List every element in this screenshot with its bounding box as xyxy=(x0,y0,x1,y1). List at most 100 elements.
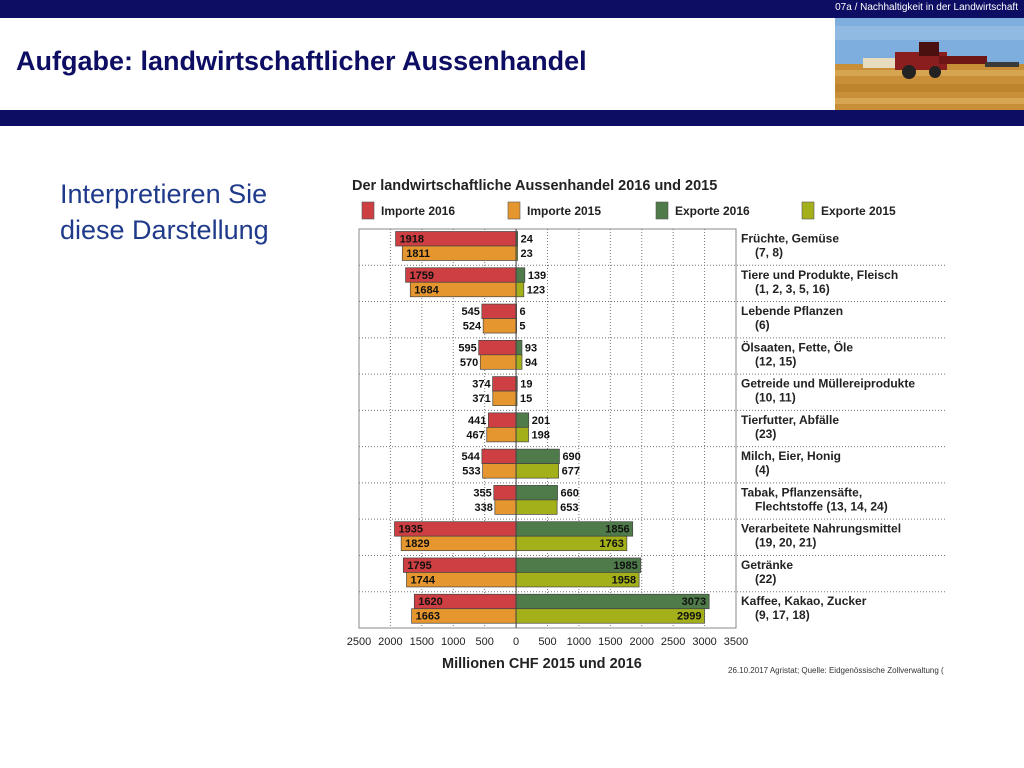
export-value-label: 660 xyxy=(561,487,579,499)
x-tick-label: 2000 xyxy=(378,636,402,648)
export-value-label: 19 xyxy=(520,379,532,391)
category-label-codes: (22) xyxy=(755,572,776,586)
x-tick-label: 3000 xyxy=(692,636,716,648)
top-bar: 07a / Nachhaltigkeit in der Landwirtscha… xyxy=(0,0,1024,18)
import-bar xyxy=(479,354,517,370)
x-tick-label: 500 xyxy=(538,636,556,648)
x-tick-label: 1000 xyxy=(567,636,591,648)
course-code: 07a / Nachhaltigkeit in der Landwirtscha… xyxy=(835,2,1018,13)
import-value-label: 533 xyxy=(462,466,480,478)
import-value-label: 544 xyxy=(462,451,481,463)
x-tick-label: 1500 xyxy=(410,636,434,648)
import-value-label: 374 xyxy=(472,379,491,391)
import-value-label: 595 xyxy=(458,342,476,354)
prompt-line-2: diese Darstellung xyxy=(60,215,269,245)
import-bar xyxy=(481,448,517,464)
export-bar xyxy=(515,593,710,610)
category-label-codes: (10, 11) xyxy=(755,391,796,405)
import-bar xyxy=(478,339,517,356)
category-label: Getränke xyxy=(741,558,793,572)
export-value-label: 24 xyxy=(521,234,534,246)
export-value-label: 1958 xyxy=(612,574,636,586)
export-value-label: 198 xyxy=(532,429,550,441)
x-tick-label: 1000 xyxy=(441,636,465,648)
harvester-image xyxy=(835,18,1024,110)
import-value-label: 1935 xyxy=(399,524,423,536)
category-label: Tierfutter, Abfälle xyxy=(741,413,839,427)
export-value-label: 1763 xyxy=(599,538,623,550)
import-value-label: 1744 xyxy=(411,574,436,586)
export-bar xyxy=(515,267,526,283)
export-bar xyxy=(515,499,558,515)
category-label-codes: (23) xyxy=(755,427,776,441)
harvester-photo xyxy=(835,18,1024,110)
category-label-codes: (19, 20, 21) xyxy=(755,536,816,550)
category-label: Tabak, Pflanzensäfte, xyxy=(741,485,862,499)
export-bar xyxy=(515,412,530,428)
trade-chart: Der landwirtschaftliche Aussenhandel 201… xyxy=(347,178,947,675)
export-bar xyxy=(515,427,529,443)
x-tick-label: 2500 xyxy=(347,636,371,648)
import-bar xyxy=(482,463,517,479)
import-value-label: 1795 xyxy=(407,560,431,572)
export-value-label: 653 xyxy=(560,502,578,514)
legend-swatch xyxy=(655,201,669,220)
category-label: Kaffee, Kakao, Zucker xyxy=(741,594,867,608)
import-value-label: 524 xyxy=(463,321,482,333)
legend-swatch xyxy=(361,201,375,220)
export-value-label: 3073 xyxy=(682,596,706,608)
import-value-label: 1829 xyxy=(405,538,429,550)
export-value-label: 2999 xyxy=(677,611,701,623)
export-value-label: 6 xyxy=(519,306,525,318)
x-tick-label: 3500 xyxy=(724,636,748,648)
export-bar xyxy=(515,463,559,479)
export-bar xyxy=(515,281,525,298)
category-label-codes: (4) xyxy=(755,463,770,477)
x-tick-label: 1500 xyxy=(598,636,622,648)
import-bar xyxy=(486,427,517,443)
prompt-line-1: Interpretieren Sie xyxy=(60,179,268,209)
export-bar xyxy=(515,339,523,356)
category-label-codes: (6) xyxy=(755,318,770,332)
import-bar xyxy=(481,303,517,319)
x-tick-label: 0 xyxy=(513,636,519,648)
export-value-label: 5 xyxy=(519,321,525,333)
legend-label: Exporte 2016 xyxy=(675,204,750,218)
export-value-label: 1985 xyxy=(613,560,637,572)
legend-label: Importe 2015 xyxy=(527,204,601,218)
export-value-label: 1856 xyxy=(605,524,629,536)
x-tick-label: 2000 xyxy=(630,636,654,648)
export-value-label: 23 xyxy=(521,248,533,260)
legend-label: Exporte 2015 xyxy=(821,204,896,218)
import-bar xyxy=(488,412,517,428)
slide-title: Aufgabe: landwirtschaftlicher Aussenhand… xyxy=(16,46,587,76)
export-bar xyxy=(515,354,523,370)
category-label: Getreide und Müllereiprodukte xyxy=(741,377,915,391)
export-value-label: 677 xyxy=(562,466,580,478)
category-label-codes: (1, 2, 3, 5, 16) xyxy=(755,282,830,296)
export-value-label: 93 xyxy=(525,342,537,354)
category-label: Verarbeitete Nahrungsmittel xyxy=(741,522,901,536)
category-label: Früchte, Gemüse xyxy=(741,232,839,246)
header-bottom-bar xyxy=(0,110,1024,126)
x-tick-label: 2500 xyxy=(661,636,685,648)
x-axis-label: Millionen CHF 2015 und 2016 xyxy=(442,656,642,672)
import-value-label: 1918 xyxy=(400,234,424,246)
import-value-label: 1684 xyxy=(414,284,439,296)
import-value-label: 355 xyxy=(473,487,491,499)
category-label: Tiere und Produkte, Fleisch xyxy=(741,268,898,282)
import-value-label: 338 xyxy=(474,502,492,514)
import-value-label: 1620 xyxy=(418,596,442,608)
import-value-label: 441 xyxy=(468,415,486,427)
export-value-label: 15 xyxy=(520,393,532,405)
legend-swatch xyxy=(801,201,815,220)
category-label-codes: Flechtstoffe (13, 14, 24) xyxy=(755,499,888,513)
import-value-label: 1663 xyxy=(416,611,440,623)
export-value-label: 690 xyxy=(562,451,580,463)
category-label-codes: (12, 15) xyxy=(755,354,796,368)
import-value-label: 371 xyxy=(472,393,490,405)
legend-label: Importe 2016 xyxy=(381,204,455,218)
chart-title: Der landwirtschaftliche Aussenhandel 201… xyxy=(352,178,717,194)
source-note: 26.10.2017 Agristat; Quelle: Eidgenössis… xyxy=(728,666,944,675)
export-bar xyxy=(515,485,558,501)
